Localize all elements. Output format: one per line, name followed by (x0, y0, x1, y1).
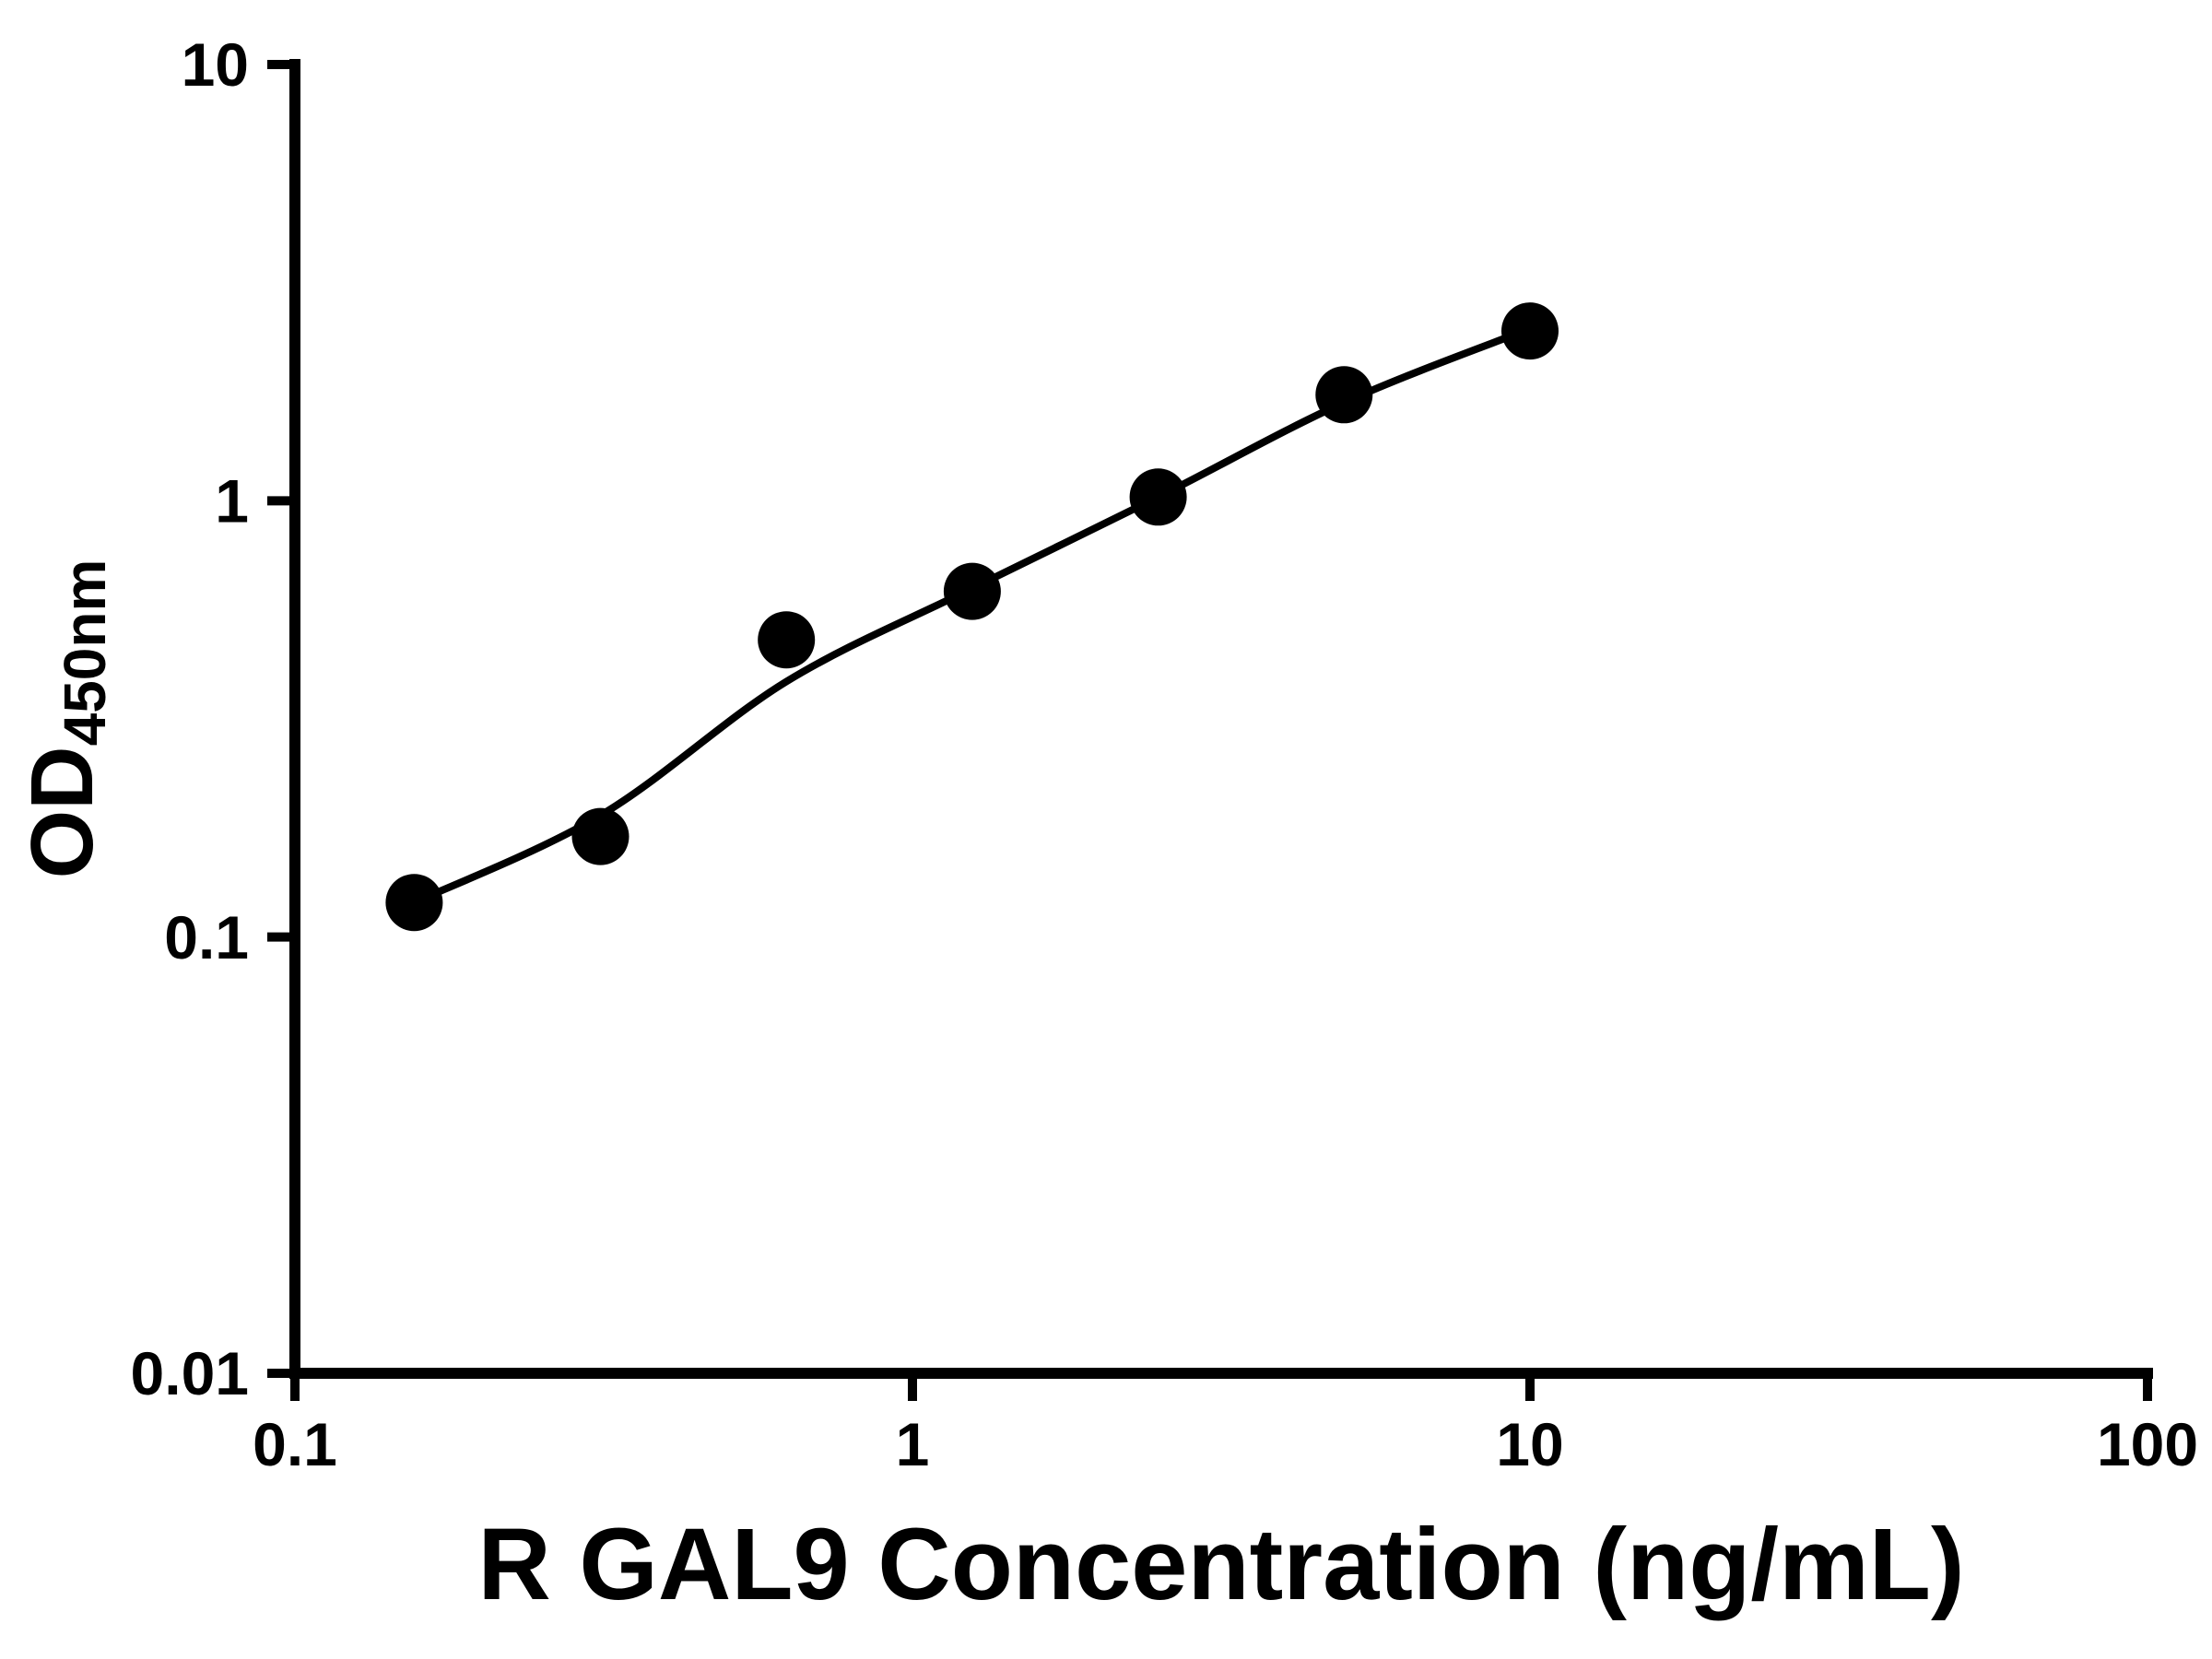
data-point (943, 562, 1001, 620)
y-axis-title-subscript: 450nm (52, 559, 118, 747)
x-tick-label: 0.1 (253, 1410, 337, 1478)
x-axis-title: R GAL9 Concentration (ng/mL) (477, 1508, 1964, 1621)
y-axis: 0.01 0.1 1 10 (131, 30, 295, 1407)
data-point (1501, 302, 1559, 360)
x-tick-label: 10 (1496, 1410, 1563, 1478)
y-tick-label: 0.01 (131, 1339, 249, 1407)
data-point (385, 874, 443, 932)
data-point (758, 611, 816, 669)
data-point (1315, 366, 1373, 424)
data-series (385, 302, 1559, 932)
y-tick-label: 1 (215, 466, 249, 535)
y-axis-title: OD450nm (13, 559, 118, 879)
x-tick-label: 1 (896, 1410, 930, 1478)
data-point (571, 807, 629, 865)
x-axis: 0.1 1 10 100 (253, 1373, 2198, 1478)
y-axis-title-main: OD (13, 746, 112, 878)
y-tick-label: 0.1 (164, 903, 249, 971)
axes (289, 59, 2153, 1379)
x-tick-label: 100 (2097, 1410, 2198, 1478)
data-point (1129, 468, 1187, 526)
y-tick-label: 10 (182, 30, 249, 99)
